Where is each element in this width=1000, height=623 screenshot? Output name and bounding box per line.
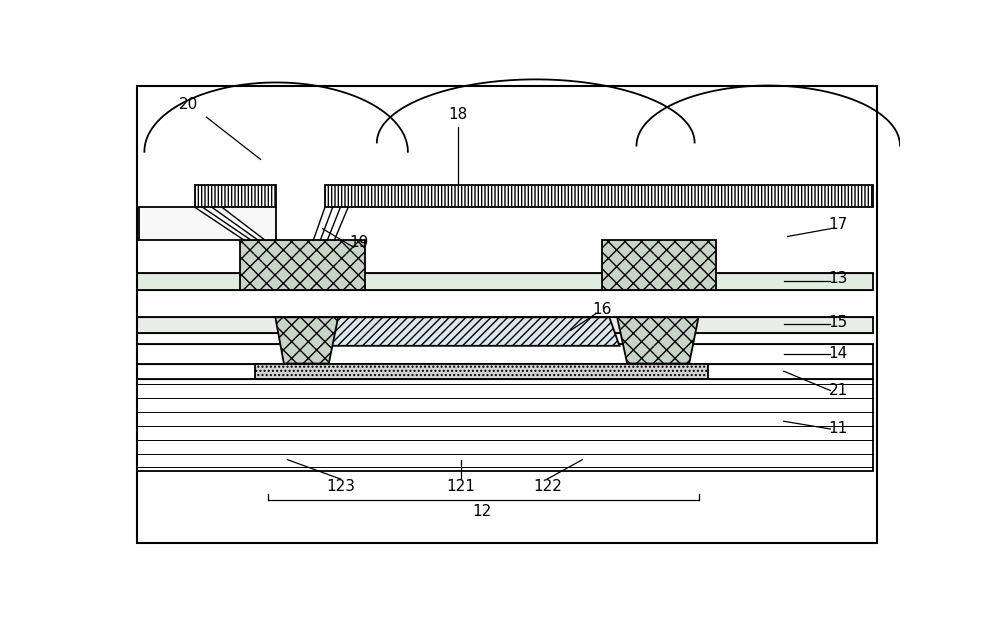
Bar [137,345,873,363]
Polygon shape [275,317,338,363]
Text: 13: 13 [828,271,848,287]
Bar [602,240,716,290]
Text: 16: 16 [592,302,611,317]
Bar [195,185,276,207]
Text: 17: 17 [828,217,848,232]
Bar [137,273,873,290]
Text: 19: 19 [349,235,369,250]
Bar [137,379,873,472]
Bar [137,317,873,333]
Text: 122: 122 [533,479,562,494]
Text: 123: 123 [326,479,355,494]
Bar [137,363,873,379]
Text: 15: 15 [828,315,848,330]
Text: 21: 21 [828,383,848,398]
Bar [240,240,365,290]
Text: 20: 20 [179,97,198,112]
Polygon shape [617,317,698,363]
Polygon shape [323,317,619,346]
Text: 11: 11 [828,422,848,437]
Bar [139,207,276,240]
Bar [255,363,708,379]
Text: 121: 121 [446,479,475,494]
Text: 18: 18 [449,107,468,122]
Text: 14: 14 [828,346,848,361]
Text: 12: 12 [472,504,491,519]
Bar [325,185,873,207]
